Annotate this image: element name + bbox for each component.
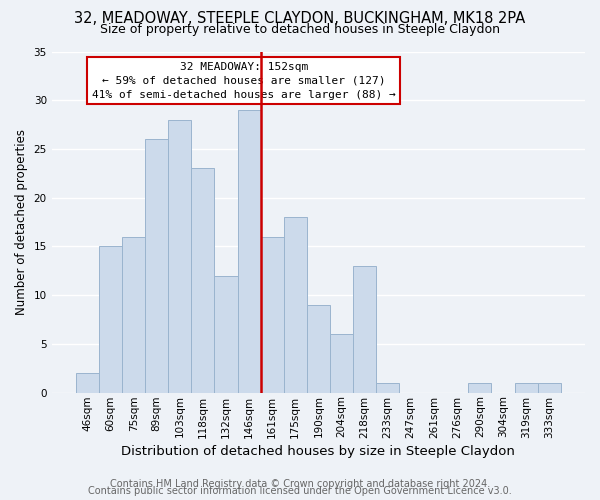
Bar [191, 168, 214, 392]
Bar [376, 383, 399, 392]
Y-axis label: Number of detached properties: Number of detached properties [15, 129, 28, 315]
Bar [214, 276, 238, 392]
Text: Size of property relative to detached houses in Steeple Claydon: Size of property relative to detached ho… [100, 22, 500, 36]
Bar [307, 305, 330, 392]
Bar [145, 139, 168, 392]
Bar [538, 383, 561, 392]
Text: 32, MEADOWAY, STEEPLE CLAYDON, BUCKINGHAM, MK18 2PA: 32, MEADOWAY, STEEPLE CLAYDON, BUCKINGHA… [74, 11, 526, 26]
X-axis label: Distribution of detached houses by size in Steeple Claydon: Distribution of detached houses by size … [121, 444, 515, 458]
Bar [284, 217, 307, 392]
Bar [469, 383, 491, 392]
Bar [238, 110, 260, 393]
Bar [330, 334, 353, 392]
Bar [122, 236, 145, 392]
Bar [515, 383, 538, 392]
Bar [260, 236, 284, 392]
Bar [99, 246, 122, 392]
Bar [76, 373, 99, 392]
Bar [353, 266, 376, 392]
Text: Contains public sector information licensed under the Open Government Licence v3: Contains public sector information licen… [88, 486, 512, 496]
Bar [168, 120, 191, 392]
Text: Contains HM Land Registry data © Crown copyright and database right 2024.: Contains HM Land Registry data © Crown c… [110, 479, 490, 489]
Text: 32 MEADOWAY: 152sqm
← 59% of detached houses are smaller (127)
41% of semi-detac: 32 MEADOWAY: 152sqm ← 59% of detached ho… [92, 62, 395, 100]
